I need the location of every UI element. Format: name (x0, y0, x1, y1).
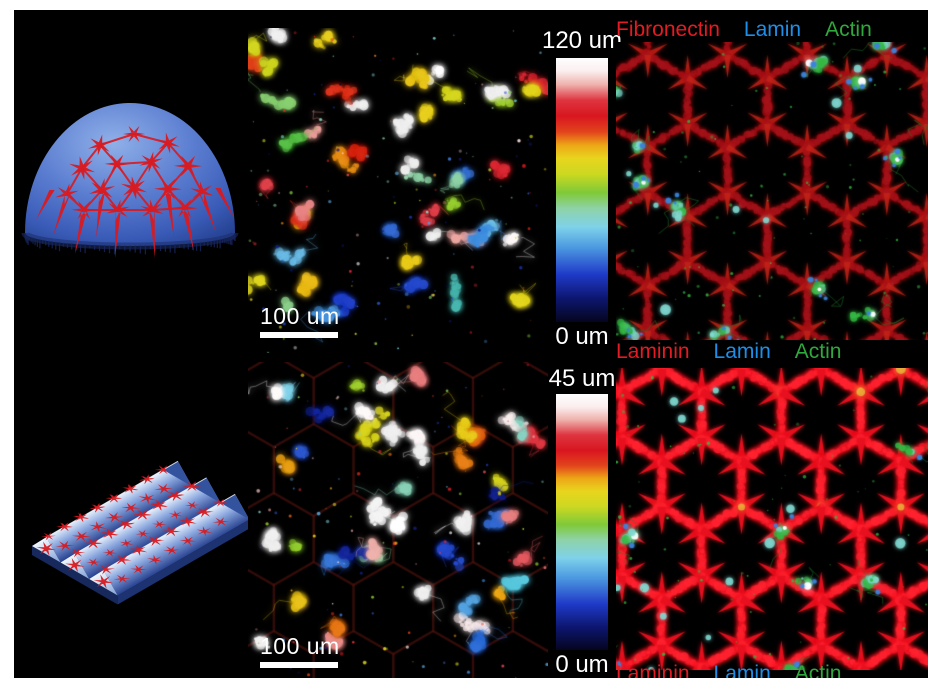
stain-label-actin: Actin (794, 662, 842, 679)
depth-coded-canvas-top (248, 28, 548, 353)
dome-scaffold-illustration (21, 103, 239, 259)
scale-bar-label: 100 um (260, 303, 340, 329)
fluorescence-canvas-bottom (616, 368, 928, 670)
stain-label-row-top: Fibronectin Lamin Actin (616, 19, 872, 41)
depth-coded-canvas-bottom (248, 362, 548, 678)
depth-coded-image-bottom: 100 um (248, 362, 548, 678)
depth-colorbar-bottom: 45 um 0 um (518, 350, 646, 678)
fluorescence-image-bottom (616, 368, 928, 670)
stain-label-actin: Actin (825, 18, 872, 41)
stain-label-lamin: Lamin (743, 18, 802, 41)
figure-canvas: 100 um 120 um 0 um Fibronectin Lamin Actin… (14, 10, 928, 678)
fluorescence-canvas-top (616, 42, 928, 340)
stain-label-laminin: Laminin (616, 662, 690, 679)
stain-label-actin: Actin (794, 340, 842, 363)
scale-bar-top: 100 um (260, 304, 340, 338)
stain-label-row-bottom: Laminin Lamin Actin (616, 662, 842, 679)
stain-label-row-middle: Laminin Lamin Actin (616, 341, 841, 363)
scale-bar-label: 100 um (260, 633, 340, 659)
depth-colorbar-top: 120 um 0 um (518, 10, 646, 355)
colorbar-min-label: 0 um (555, 323, 609, 350)
scale-bar-line (260, 332, 338, 338)
fluorescence-image-top (616, 42, 928, 340)
scale-bar-line (260, 662, 338, 668)
stain-label-laminin: Laminin (616, 340, 690, 363)
colorbar-max-label: 120 um (541, 27, 623, 54)
depth-coded-image-top: 100 um (248, 28, 548, 353)
colorbar-gradient (556, 58, 608, 322)
stain-label-lamin: Lamin (713, 340, 771, 363)
colorbar-gradient (556, 394, 608, 650)
stain-label-lamin: Lamin (713, 662, 771, 679)
colorbar-min-label: 0 um (555, 651, 609, 678)
colorbar-max-label: 45 um (548, 365, 616, 392)
stain-label-fibronectin: Fibronectin (616, 18, 720, 41)
scale-bar-bottom: 100 um (260, 634, 340, 668)
pleated-scaffold-illustration (32, 460, 250, 605)
